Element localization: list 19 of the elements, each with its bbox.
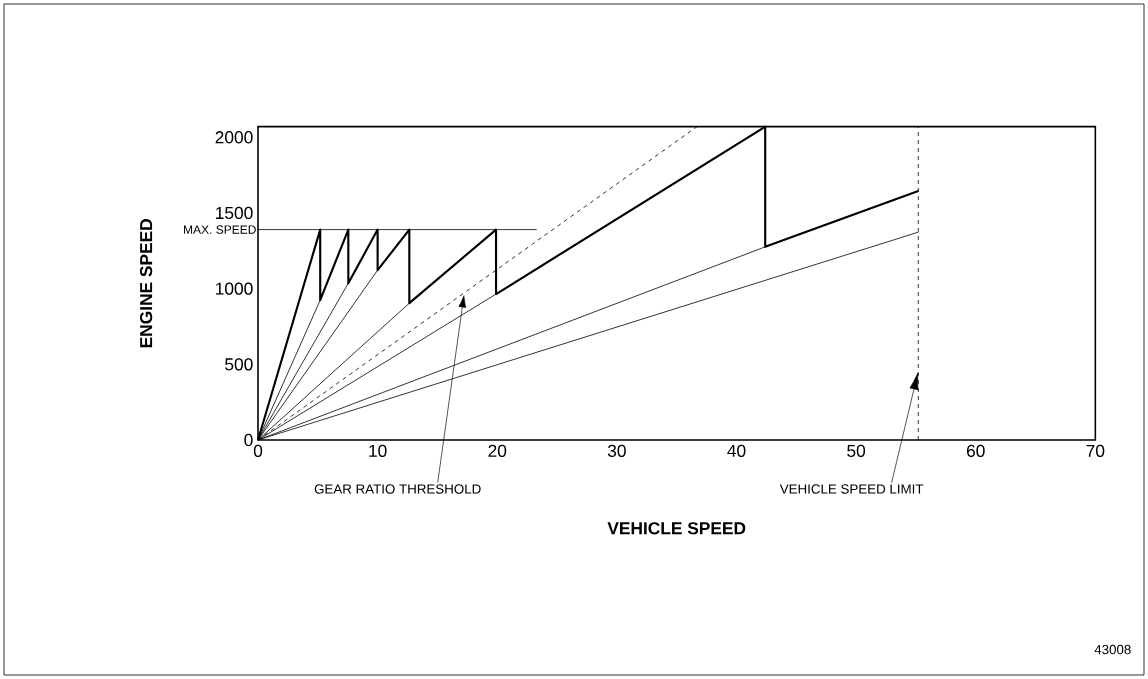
x-tick-label: 10 [369,444,387,457]
x-axis-title: VEHICLE SPEED [607,522,746,535]
x-tick-label: 0 [253,444,263,457]
series-label: MAX. SPEED [184,225,256,234]
x-tick-label: 70 [1086,444,1105,457]
text: 43008 [1094,644,1131,655]
x-tick-label: 60 [966,444,985,457]
y-tick-label: 1000 [216,282,253,295]
y-tick-label: 500 [225,358,253,371]
x-tick-label: 20 [488,444,507,457]
y-tick-label: 0 [244,433,253,447]
text: GEAR RATIO THRESHOLD [314,484,481,494]
ref-line-label: VEHICLE SPEED LIMIT [779,484,924,494]
x-tick-label: 50 [847,444,866,457]
x-tick-label: 40 [727,444,746,457]
x-tick-label: 30 [607,444,626,457]
y-axis-title: ENGINE SPEED [139,219,153,348]
y-tick-label: 2000 [215,131,253,144]
y-tick-label: 1500 [216,206,253,220]
